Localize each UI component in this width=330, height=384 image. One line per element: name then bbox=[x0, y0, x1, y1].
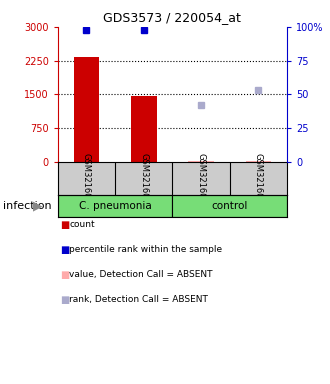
Title: GDS3573 / 220054_at: GDS3573 / 220054_at bbox=[104, 11, 241, 24]
Text: GSM321606: GSM321606 bbox=[254, 152, 263, 204]
Text: infection: infection bbox=[3, 201, 52, 211]
Text: C. pneumonia: C. pneumonia bbox=[79, 201, 151, 211]
Text: rank, Detection Call = ABSENT: rank, Detection Call = ABSENT bbox=[69, 295, 208, 304]
Text: ■: ■ bbox=[60, 295, 69, 305]
Text: GSM321605: GSM321605 bbox=[197, 153, 206, 204]
Text: ■: ■ bbox=[60, 220, 69, 230]
Text: ■: ■ bbox=[60, 270, 69, 280]
Text: ■: ■ bbox=[60, 245, 69, 255]
Text: control: control bbox=[212, 201, 248, 211]
Text: GSM321608: GSM321608 bbox=[139, 152, 148, 204]
Bar bbox=[74, 58, 99, 162]
Text: count: count bbox=[69, 220, 95, 229]
Text: ▶: ▶ bbox=[33, 199, 43, 212]
Text: GSM321607: GSM321607 bbox=[82, 152, 91, 204]
Bar bbox=[173, 195, 287, 217]
Text: percentile rank within the sample: percentile rank within the sample bbox=[69, 245, 222, 254]
Text: value, Detection Call = ABSENT: value, Detection Call = ABSENT bbox=[69, 270, 213, 279]
Bar bbox=[188, 161, 214, 162]
Bar bbox=[58, 195, 173, 217]
Bar bbox=[246, 161, 271, 162]
Bar bbox=[131, 96, 157, 162]
